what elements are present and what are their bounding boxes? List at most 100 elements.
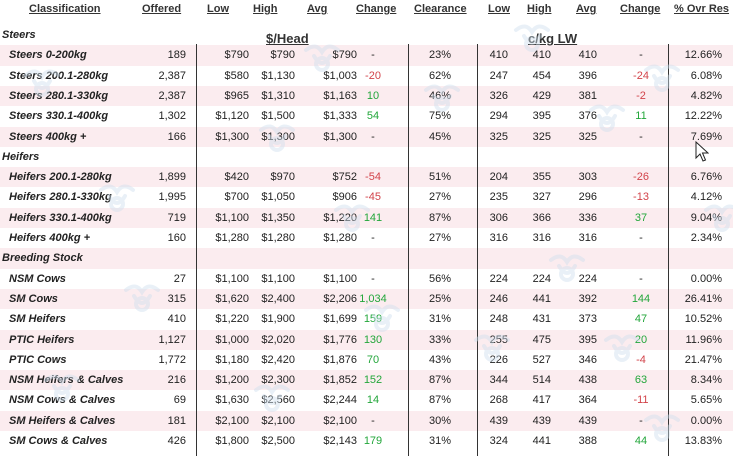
clearance-cell: 27%: [428, 191, 451, 204]
change-cell: 70: [366, 353, 380, 366]
header-clearance: Clearance: [414, 3, 467, 15]
low-cell: $790: [224, 49, 249, 62]
avg2-cell: 296: [578, 191, 597, 204]
high2-cell: 355: [532, 171, 551, 184]
change-cell: -54: [365, 171, 381, 184]
change2-cell: -4: [636, 353, 646, 366]
ovr-cell: 0.00%: [690, 272, 722, 285]
section-row: Breeding Stock: [0, 248, 733, 269]
header-high-lw: High: [527, 3, 552, 15]
ovr-cell: 9.04%: [690, 211, 722, 224]
low-cell: $580: [224, 69, 249, 82]
avg2-cell: 395: [578, 333, 597, 346]
change-cell: 159: [363, 313, 383, 326]
change-cell: 54: [366, 110, 380, 123]
low-cell: $420: [224, 171, 249, 184]
classification-cell: Heifers 200.1-280kg: [9, 171, 112, 184]
avg-cell: $1,220: [323, 211, 357, 224]
offered-cell: 1,899: [158, 171, 186, 184]
header-classification: Classification: [29, 3, 101, 15]
classification-cell: SM Heifers: [9, 313, 66, 326]
classification-cell: Steers 280.1-330kg: [9, 89, 109, 102]
clearance-cell: 87%: [428, 394, 451, 407]
avg-cell: $2,206: [323, 292, 357, 305]
high2-cell: 475: [532, 333, 551, 346]
clearance-cell: 51%: [428, 171, 451, 184]
high-cell: $790: [270, 49, 295, 62]
ovr-cell: 12.66%: [684, 49, 722, 62]
low-cell: $1,120: [215, 110, 249, 123]
high2-cell: 514: [532, 374, 551, 387]
change-cell: -: [371, 272, 375, 285]
change2-cell: 144: [631, 292, 651, 305]
high2-cell: 417: [532, 394, 551, 407]
table-row: SM Cows & Calves 426 $1,800 $2,500 $2,143 179…: [0, 431, 733, 451]
classification-cell: NSM Cows & Calves: [9, 394, 116, 407]
avg2-cell: 373: [578, 313, 597, 326]
change-cell: 1,034: [359, 292, 387, 305]
avg2-cell: 438: [578, 374, 597, 387]
low2-cell: 344: [489, 374, 508, 387]
low2-cell: 255: [489, 333, 508, 346]
classification-cell: PTIC Heifers: [9, 333, 75, 346]
high-cell: $1,280: [261, 232, 295, 244]
low2-cell: 410: [489, 49, 508, 62]
high2-cell: 527: [532, 353, 551, 366]
high2-cell: 395: [532, 110, 551, 123]
table-row: Steers 330.1-400kg 1,302 $1,120 $1,500 $1,33…: [0, 106, 733, 126]
ovr-cell: 10.52%: [684, 313, 722, 326]
avg-cell: $1,163: [323, 89, 357, 102]
change2-cell: 20: [634, 333, 648, 346]
low2-cell: 224: [489, 272, 508, 285]
clearance-cell: 46%: [428, 89, 451, 102]
header-avg: Avg: [307, 3, 328, 15]
clearance-cell: 31%: [428, 435, 451, 447]
low2-cell: 226: [489, 353, 508, 366]
low-cell: $1,800: [215, 435, 249, 447]
high2-cell: 454: [532, 69, 551, 82]
table-row: SM Heifers 410 $1,220 $1,900 $1,699 159 31% 248…: [0, 309, 733, 329]
avg2-cell: 381: [578, 89, 597, 102]
avg2-cell: 346: [578, 353, 597, 366]
classification-cell: SM Cows & Calves: [9, 435, 108, 447]
change2-cell: 44: [634, 435, 648, 447]
high-cell: $1,130: [261, 69, 295, 82]
low-cell: $1,100: [215, 272, 249, 285]
offered-cell: 719: [167, 211, 186, 224]
offered-cell: 1,127: [158, 333, 186, 346]
high-cell: $1,050: [261, 191, 295, 204]
change-cell: 141: [363, 211, 383, 224]
high-cell: $1,310: [261, 89, 295, 102]
avg2-cell: 364: [578, 394, 597, 407]
table-row: Steers 0-200kg 189 $790 $790 $790 - 23% 410 410 4…: [0, 45, 733, 66]
table-row: NSM Cows 27 $1,100 $1,100 $1,100 - 56% 224 224 22…: [0, 269, 733, 289]
divider-change: [408, 44, 409, 456]
table-row: Heifers 280.1-330kg 1,995 $700 $1,050 $906 -4…: [0, 187, 733, 207]
change2-cell: -11: [633, 394, 649, 407]
offered-cell: 410: [167, 313, 186, 326]
low-cell: $1,620: [215, 292, 249, 305]
low-cell: $1,280: [215, 232, 249, 244]
low-cell: $1,180: [215, 353, 249, 366]
offered-cell: 2,387: [158, 69, 186, 82]
high2-cell: 316: [532, 232, 551, 244]
header-change: Change: [356, 3, 397, 15]
high2-cell: 366: [532, 211, 551, 224]
high-cell: $2,100: [261, 414, 295, 427]
clearance-cell: 27%: [428, 232, 451, 244]
offered-cell: 315: [167, 292, 186, 305]
mouse-pointer-icon: [695, 141, 709, 162]
change-cell: -: [371, 414, 375, 427]
high-cell: $1,350: [261, 211, 295, 224]
change2-cell: -: [639, 414, 643, 427]
clearance-cell: 23%: [428, 49, 451, 62]
low-cell: $1,100: [215, 211, 249, 224]
table-row: SM Cows 315 $1,620 $2,400 $2,206 1,034 25% 246 4…: [0, 288, 733, 310]
change-cell: 179: [363, 435, 383, 447]
avg-cell: $1,699: [323, 313, 357, 326]
low-cell: $965: [224, 89, 249, 102]
table-row: Steers 200.1-280kg 2,387 $580 $1,130 $1,003-…: [0, 66, 733, 86]
classification-cell: SM Cows: [9, 292, 58, 305]
change-cell: -: [371, 232, 375, 244]
offered-cell: 216: [167, 374, 186, 387]
